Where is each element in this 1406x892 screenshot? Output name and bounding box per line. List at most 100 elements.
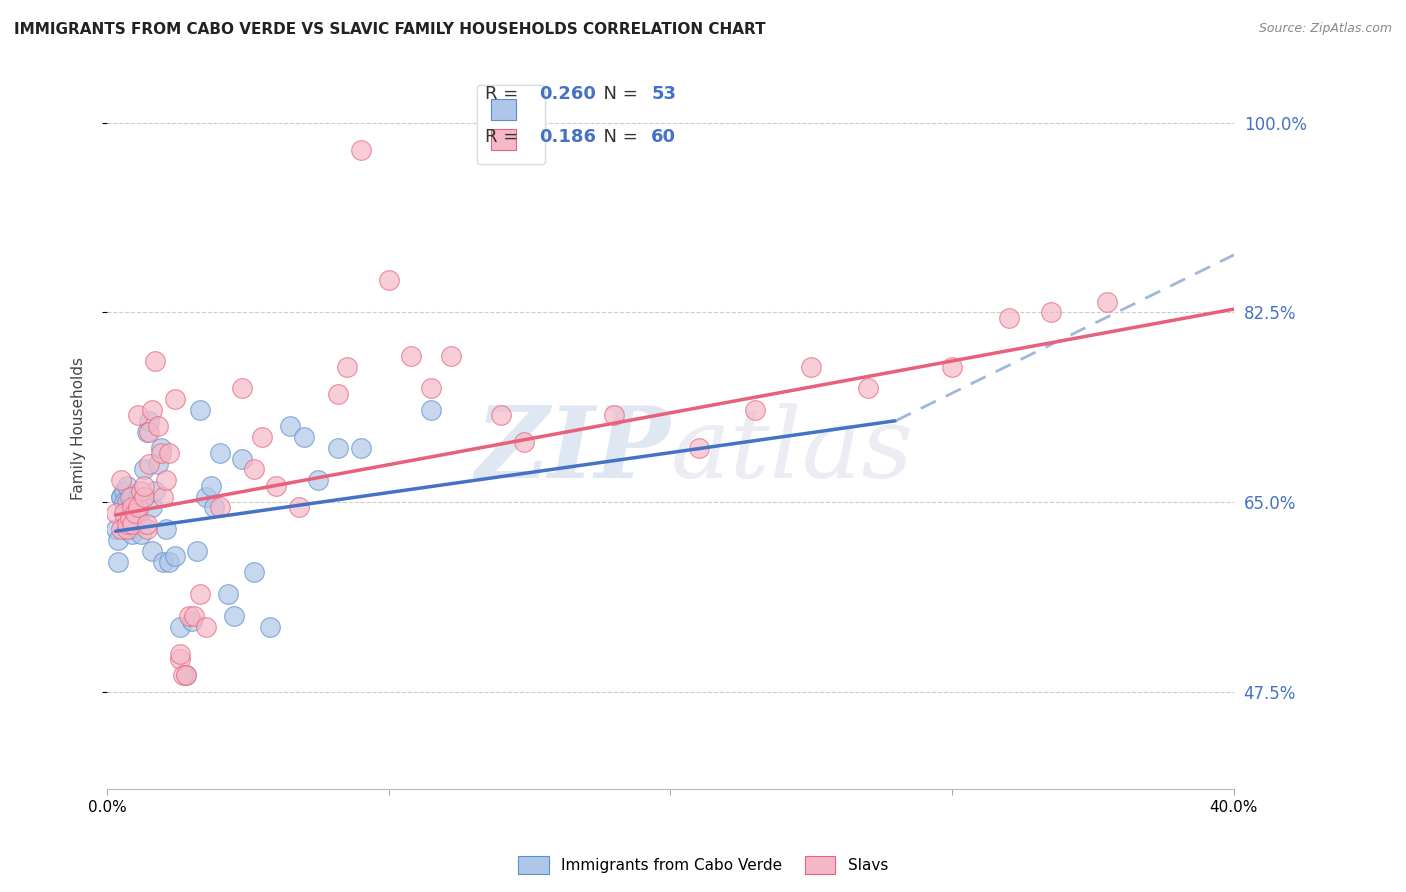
Point	[157, 446, 180, 460]
Point	[115, 516, 138, 531]
Point	[997, 310, 1019, 325]
Point	[250, 430, 273, 444]
Point	[231, 381, 253, 395]
Point	[138, 457, 160, 471]
Point	[107, 555, 129, 569]
Point	[141, 500, 163, 515]
Point	[800, 359, 823, 374]
Text: ZIP: ZIP	[475, 402, 671, 499]
Point	[149, 446, 172, 460]
Point	[115, 479, 138, 493]
Point	[194, 619, 217, 633]
Point	[143, 484, 166, 499]
Point	[121, 490, 143, 504]
Point	[127, 409, 149, 423]
Point	[349, 441, 371, 455]
Point	[163, 392, 186, 406]
Point	[112, 506, 135, 520]
Point	[141, 543, 163, 558]
Point	[112, 495, 135, 509]
Point	[326, 441, 349, 455]
Point	[152, 555, 174, 569]
Point	[104, 506, 127, 520]
Point	[135, 425, 157, 439]
Point	[172, 668, 194, 682]
Point	[118, 511, 141, 525]
Point	[155, 522, 177, 536]
Point	[513, 435, 536, 450]
Point	[194, 490, 217, 504]
Point	[121, 516, 143, 531]
Point	[115, 495, 138, 509]
Point	[121, 527, 143, 541]
Point	[603, 409, 626, 423]
Point	[115, 522, 138, 536]
Point	[180, 614, 202, 628]
Point	[1095, 294, 1118, 309]
Point	[1039, 305, 1062, 319]
Point	[177, 608, 200, 623]
Point	[335, 359, 357, 374]
Point	[118, 522, 141, 536]
Point	[132, 490, 155, 504]
Point	[135, 522, 157, 536]
Text: atlas: atlas	[671, 403, 914, 498]
Text: IMMIGRANTS FROM CABO VERDE VS SLAVIC FAMILY HOUSEHOLDS CORRELATION CHART: IMMIGRANTS FROM CABO VERDE VS SLAVIC FAM…	[14, 22, 766, 37]
Point	[174, 668, 197, 682]
Point	[118, 500, 141, 515]
Point	[188, 587, 211, 601]
Text: N =: N =	[592, 85, 643, 103]
Legend: , : ,	[477, 85, 546, 164]
Text: 0.186: 0.186	[538, 128, 596, 146]
Point	[112, 484, 135, 499]
Text: 53: 53	[651, 85, 676, 103]
Point	[138, 414, 160, 428]
Point	[264, 479, 287, 493]
Point	[188, 402, 211, 417]
Point	[420, 381, 443, 395]
Point	[174, 668, 197, 682]
Point	[132, 490, 155, 504]
Point	[217, 587, 239, 601]
Point	[149, 441, 172, 455]
Text: 60: 60	[651, 128, 676, 146]
Point	[200, 479, 222, 493]
Point	[132, 479, 155, 493]
Point	[104, 522, 127, 536]
Point	[259, 619, 281, 633]
Point	[440, 349, 463, 363]
Point	[163, 549, 186, 563]
Point	[326, 386, 349, 401]
Text: R =: R =	[485, 128, 529, 146]
Point	[121, 516, 143, 531]
Point	[157, 555, 180, 569]
Point	[127, 490, 149, 504]
Point	[688, 441, 710, 455]
Point	[127, 506, 149, 520]
Point	[129, 516, 152, 531]
Point	[110, 473, 132, 487]
Text: 0.260: 0.260	[538, 85, 596, 103]
Point	[127, 500, 149, 515]
Point	[121, 500, 143, 515]
Point	[138, 425, 160, 439]
Point	[378, 273, 401, 287]
Point	[242, 462, 264, 476]
Point	[146, 457, 169, 471]
Point	[744, 402, 766, 417]
Point	[124, 500, 146, 515]
Point	[146, 419, 169, 434]
Point	[208, 446, 231, 460]
Text: R =: R =	[485, 85, 523, 103]
Point	[307, 473, 329, 487]
Point	[420, 402, 443, 417]
Point	[856, 381, 879, 395]
Point	[152, 490, 174, 504]
Legend: Immigrants from Cabo Verde, Slavs: Immigrants from Cabo Verde, Slavs	[512, 850, 894, 880]
Point	[124, 516, 146, 531]
Point	[169, 619, 191, 633]
Y-axis label: Family Households: Family Households	[72, 358, 86, 500]
Point	[183, 608, 205, 623]
Point	[110, 490, 132, 504]
Point	[110, 522, 132, 536]
